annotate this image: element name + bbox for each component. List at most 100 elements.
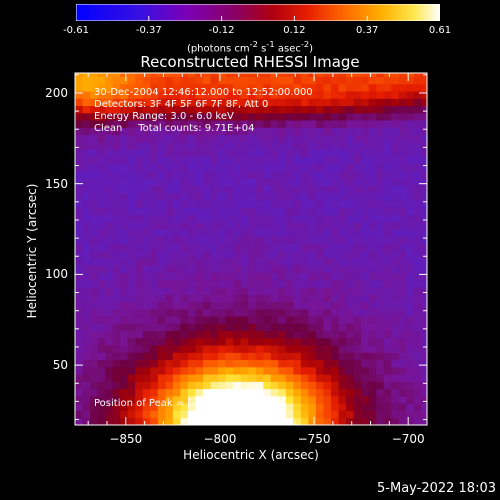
heatmap-cell bbox=[398, 170, 407, 179]
heatmap-cell bbox=[398, 381, 407, 390]
heatmap-cell bbox=[406, 236, 415, 244]
heatmap-cell bbox=[353, 316, 362, 324]
heatmap-cell bbox=[346, 279, 354, 288]
heatmap-cell bbox=[323, 91, 332, 99]
heatmap-cell bbox=[142, 388, 151, 397]
heatmap-cell bbox=[270, 410, 279, 419]
heatmap-cell bbox=[225, 352, 234, 361]
heatmap-cell bbox=[105, 112, 114, 121]
heatmap-cell bbox=[300, 374, 309, 382]
heatmap-cell bbox=[218, 250, 226, 259]
heatmap-cell bbox=[406, 352, 415, 361]
heatmap-cell bbox=[248, 170, 257, 179]
heatmap-cell bbox=[376, 178, 385, 186]
heatmap-cell bbox=[346, 374, 354, 382]
heatmap-cell bbox=[361, 345, 370, 353]
heatmap-cell bbox=[165, 178, 174, 186]
heatmap-cell bbox=[240, 185, 249, 194]
heatmap-cell bbox=[346, 229, 354, 237]
heatmap-cell bbox=[135, 200, 144, 208]
heatmap-cell bbox=[240, 163, 249, 172]
heatmap-cell bbox=[315, 403, 324, 411]
heatmap-cell bbox=[361, 134, 370, 143]
heatmap-cell bbox=[195, 170, 204, 179]
heatmap-cell bbox=[218, 120, 226, 128]
heatmap-cell bbox=[331, 374, 339, 382]
heatmap-cell bbox=[270, 243, 279, 252]
heatmap-cell bbox=[421, 359, 427, 368]
heatmap-cell bbox=[346, 141, 354, 150]
y-tick-label: 50 bbox=[52, 358, 68, 373]
heatmap-cell bbox=[376, 112, 385, 121]
heatmap-cell bbox=[112, 243, 121, 252]
heatmap-cell bbox=[255, 214, 264, 223]
heatmap-cell bbox=[376, 250, 385, 259]
heatmap-cell bbox=[338, 185, 347, 194]
heatmap-cell bbox=[406, 73, 415, 78]
heatmap-cell bbox=[195, 395, 204, 404]
heatmap-cell bbox=[285, 229, 294, 237]
heatmap-cell bbox=[255, 91, 264, 99]
heatmap-cell bbox=[300, 207, 309, 215]
heatmap-cell bbox=[218, 207, 226, 215]
heatmap-cell bbox=[331, 381, 339, 390]
heatmap-cell bbox=[270, 98, 279, 107]
heatmap-cell bbox=[383, 265, 392, 273]
heatmap-cell bbox=[331, 105, 339, 114]
heatmap-cell bbox=[331, 337, 339, 346]
heatmap-cell bbox=[157, 105, 166, 114]
heatmap-cell bbox=[315, 105, 324, 114]
heatmap-cell bbox=[338, 301, 347, 310]
heatmap-cell bbox=[376, 388, 385, 397]
heatmap-cell bbox=[127, 345, 136, 353]
heatmap-cell bbox=[346, 73, 354, 78]
heatmap-cell bbox=[75, 403, 83, 411]
heatmap-cell bbox=[135, 308, 144, 317]
heatmap-cell bbox=[127, 381, 136, 390]
heatmap-cell bbox=[90, 323, 98, 332]
heatmap-cell bbox=[225, 200, 234, 208]
heatmap-cell bbox=[248, 417, 257, 425]
heatmap-cell bbox=[285, 359, 294, 368]
heatmap-cell bbox=[240, 229, 249, 237]
heatmap-cell bbox=[391, 207, 400, 215]
heatmap-cell bbox=[255, 229, 264, 237]
heatmap-cell bbox=[203, 403, 211, 411]
heatmap-cell bbox=[165, 214, 174, 223]
heatmap-cell bbox=[180, 214, 189, 223]
heatmap-cell bbox=[233, 294, 242, 303]
heatmap-cell bbox=[398, 134, 407, 143]
heatmap-cell bbox=[105, 98, 114, 107]
heatmap-cell bbox=[233, 352, 242, 361]
heatmap-cell bbox=[112, 352, 121, 361]
heatmap-cell bbox=[406, 345, 415, 353]
heatmap-cell bbox=[255, 170, 264, 179]
heatmap-cell bbox=[218, 403, 226, 411]
heatmap-cell bbox=[368, 156, 377, 165]
heatmap-cell bbox=[225, 250, 234, 259]
heatmap-cell bbox=[150, 200, 159, 208]
heatmap-cell bbox=[90, 265, 98, 273]
heatmap-cell bbox=[376, 185, 385, 194]
heatmap-cell bbox=[346, 272, 354, 281]
heatmap-cell bbox=[413, 352, 422, 361]
heatmap-cell bbox=[413, 403, 422, 411]
heatmap-cell bbox=[120, 345, 129, 353]
heatmap-cell bbox=[120, 381, 129, 390]
heatmap-cell bbox=[210, 258, 219, 266]
heatmap-cell bbox=[150, 294, 159, 303]
heatmap-cell bbox=[361, 120, 370, 128]
heatmap-cell bbox=[120, 163, 129, 172]
heatmap-cell bbox=[127, 308, 136, 317]
heatmap-cell bbox=[165, 352, 174, 361]
heatmap-cell bbox=[391, 279, 400, 288]
heatmap-cell bbox=[82, 141, 91, 150]
heatmap-cell bbox=[413, 294, 422, 303]
heatmap-cell bbox=[82, 250, 91, 259]
heatmap-cell bbox=[90, 316, 98, 324]
heatmap-cell bbox=[112, 381, 121, 390]
heatmap-cell bbox=[300, 134, 309, 143]
heatmap-cell bbox=[135, 163, 144, 172]
heatmap-cell bbox=[135, 91, 144, 99]
